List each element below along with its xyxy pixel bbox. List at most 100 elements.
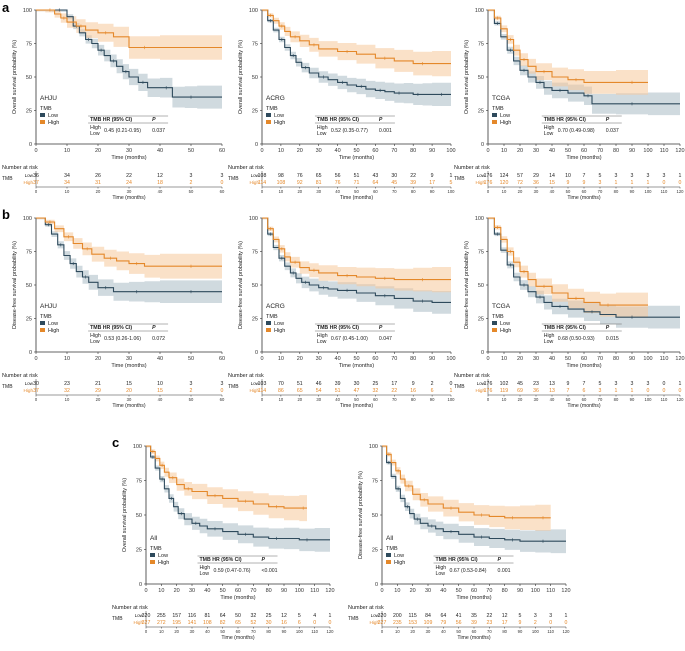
ci-band-low bbox=[36, 218, 222, 304]
risk-tick-label: 30 bbox=[534, 397, 539, 402]
risk-value-high: 15 bbox=[549, 180, 555, 186]
y-tick-label: 100 bbox=[249, 8, 258, 14]
risk-value-high: 47 bbox=[354, 388, 360, 394]
risk-value-low: 29 bbox=[533, 173, 539, 179]
y-tick-label: 50 bbox=[372, 513, 378, 519]
risk-tick-label: 20 bbox=[518, 189, 523, 194]
x-tick-label: 20 bbox=[517, 148, 523, 154]
risk-value-high: 86 bbox=[278, 388, 284, 394]
legend-label-low: Low bbox=[500, 113, 510, 119]
ci-band-high bbox=[36, 10, 222, 61]
risk-value-low: 1 bbox=[565, 613, 568, 619]
x-tick-label: 80 bbox=[266, 588, 272, 594]
risk-row-group: TMB bbox=[228, 384, 239, 390]
risk-tick-label: 100 bbox=[645, 397, 653, 402]
risk-value-low: 13 bbox=[549, 381, 555, 387]
x-tick-label: 50 bbox=[565, 356, 571, 362]
x-tick-label: 120 bbox=[561, 588, 570, 594]
risk-x-axis-title: Time (months) bbox=[340, 195, 374, 201]
legend-label-low: Low bbox=[500, 321, 510, 327]
x-tick-label: 20 bbox=[297, 148, 303, 154]
legend-swatch-low bbox=[386, 553, 391, 557]
risk-tick-label: 90 bbox=[282, 629, 287, 634]
risk-value-low: 70 bbox=[278, 381, 284, 387]
y-tick-label: 50 bbox=[478, 283, 484, 289]
y-axis-title: Overall survival probability (%) bbox=[12, 40, 18, 114]
risk-value-high: 37 bbox=[33, 388, 39, 394]
y-tick-label: 50 bbox=[252, 75, 258, 81]
hr-row-low: Low bbox=[544, 131, 554, 137]
risk-value-low: 320 bbox=[378, 613, 387, 619]
risk-value-low: 124 bbox=[500, 173, 509, 179]
km-curve-high bbox=[488, 217, 648, 306]
x-tick-label: 100 bbox=[643, 148, 652, 154]
x-tick-label: 80 bbox=[613, 148, 619, 154]
ci-band-low bbox=[488, 218, 680, 330]
legend-label-high: High bbox=[274, 328, 285, 334]
risk-value-high: 17 bbox=[502, 620, 508, 626]
y-axis-title: Disease-free survival probability (%) bbox=[464, 241, 470, 329]
x-axis-title: Time (months) bbox=[566, 155, 601, 161]
p-value: 0.001 bbox=[498, 568, 511, 574]
risk-row-group: TMB bbox=[454, 176, 465, 182]
risk-value-high: 64 bbox=[373, 180, 379, 186]
risk-value-high: 82 bbox=[220, 620, 226, 626]
legend-swatch-low bbox=[40, 113, 45, 117]
hr-row-low: Low bbox=[200, 571, 210, 577]
x-tick-label: 10 bbox=[158, 588, 164, 594]
legend-label-low: Low bbox=[394, 553, 404, 559]
risk-value-low: 3 bbox=[647, 381, 650, 387]
x-tick-label: 30 bbox=[533, 148, 539, 154]
y-tick-label: 75 bbox=[252, 42, 258, 48]
risk-value-low: 3 bbox=[663, 173, 666, 179]
x-tick-label: 30 bbox=[126, 148, 132, 154]
y-tick-label: 100 bbox=[23, 216, 32, 222]
risk-value-low: 3 bbox=[221, 173, 224, 179]
x-tick-label: 0 bbox=[380, 588, 383, 594]
x-tick-label: 10 bbox=[501, 356, 507, 362]
km-curve-high bbox=[488, 9, 648, 83]
risk-value-high: 30 bbox=[266, 620, 272, 626]
y-tick-label: 25 bbox=[252, 317, 258, 323]
p-value: 0.047 bbox=[379, 336, 392, 342]
risk-value-low: 30 bbox=[391, 173, 397, 179]
risk-tick-label: 110 bbox=[547, 629, 554, 634]
y-tick-label: 50 bbox=[26, 283, 32, 289]
risk-value-high: 36 bbox=[533, 180, 539, 186]
risk-row-group: TMB bbox=[2, 176, 13, 182]
y-tick-label: 50 bbox=[136, 513, 142, 519]
ci-band-high bbox=[36, 218, 222, 280]
km-curve-low bbox=[146, 445, 330, 541]
x-tick-label: 0 bbox=[34, 356, 37, 362]
risk-tick-label: 100 bbox=[532, 629, 540, 634]
risk-value-low: 98 bbox=[278, 173, 284, 179]
risk-value-high: 32 bbox=[64, 388, 70, 394]
x-axis-title: Time (months) bbox=[339, 363, 374, 369]
risk-tick-label: 60 bbox=[220, 189, 225, 194]
p-header: P bbox=[379, 117, 383, 123]
cohort-label: AHJU bbox=[40, 303, 57, 310]
x-tick-label: 10 bbox=[64, 148, 70, 154]
x-tick-label: 10 bbox=[394, 588, 400, 594]
x-tick-label: 40 bbox=[549, 356, 555, 362]
x-tick-label: 90 bbox=[629, 356, 635, 362]
risk-tick-label: 90 bbox=[430, 397, 435, 402]
legend-swatch-low bbox=[492, 321, 497, 325]
risk-value-low: 3 bbox=[534, 613, 537, 619]
risk-value-low: 3 bbox=[221, 381, 224, 387]
risk-value-high: 65 bbox=[235, 620, 241, 626]
ci-band-low bbox=[488, 10, 680, 116]
risk-value-high: 56 bbox=[456, 620, 462, 626]
legend-title: TMB bbox=[40, 314, 52, 320]
risk-value-high: 16 bbox=[281, 620, 287, 626]
risk-value-low: 115 bbox=[409, 613, 417, 619]
risk-tick-label: 50 bbox=[189, 397, 194, 402]
x-tick-label: 110 bbox=[310, 588, 319, 594]
x-tick-label: 50 bbox=[188, 356, 194, 362]
hr-row-high: High bbox=[436, 565, 447, 571]
risk-tick-label: 0 bbox=[487, 397, 490, 402]
legend-title: TMB bbox=[40, 106, 52, 112]
legend-swatch-high bbox=[492, 328, 497, 332]
